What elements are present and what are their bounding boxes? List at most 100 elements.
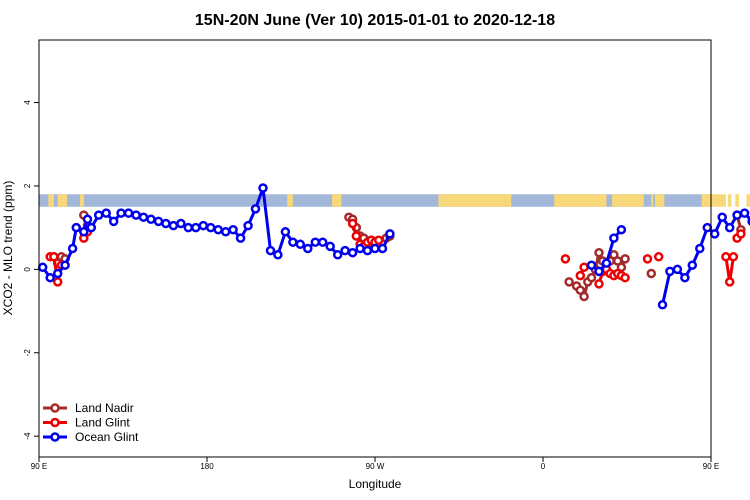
data-point — [609, 233, 619, 243]
data-point — [728, 252, 739, 262]
land-patch — [612, 194, 644, 207]
data-point — [86, 222, 97, 233]
y-axis: -4 -2 0 2 4 — [23, 100, 39, 440]
y-tick-label: 2 — [23, 183, 32, 188]
data-point — [347, 247, 358, 258]
data-point — [687, 260, 698, 270]
data-point — [45, 272, 55, 283]
data-point — [258, 183, 268, 193]
data-point — [317, 237, 328, 247]
data-point — [347, 218, 358, 229]
data-point — [620, 254, 630, 264]
data-point — [183, 222, 194, 233]
data-point — [579, 291, 589, 302]
data-point — [161, 218, 171, 229]
data-point — [146, 214, 156, 225]
data-point — [235, 233, 246, 243]
data-point — [273, 250, 283, 260]
land-patch — [505, 194, 512, 207]
y-tick-label: 0 — [23, 267, 32, 272]
x-axis-label: Longitude — [349, 477, 402, 491]
data-point — [198, 220, 209, 231]
data-point — [594, 279, 604, 289]
data-point — [653, 252, 664, 262]
data-point — [721, 252, 731, 262]
data-point — [60, 260, 70, 270]
data-point — [49, 252, 59, 262]
data-point — [724, 277, 735, 287]
data-point — [594, 247, 604, 258]
data-point — [620, 272, 630, 283]
land-patch — [554, 194, 607, 207]
data-point — [616, 224, 627, 235]
data-point — [351, 231, 362, 241]
data-point — [702, 222, 713, 233]
data-point — [594, 266, 604, 277]
data-point — [82, 214, 93, 225]
land-patch — [727, 194, 732, 207]
land-patch — [442, 194, 506, 207]
data-point — [93, 210, 104, 220]
data-point — [191, 222, 201, 233]
data-point — [213, 224, 223, 235]
legend-label: Land Nadir — [75, 401, 134, 415]
data-point — [373, 235, 384, 245]
data-point — [52, 268, 63, 279]
x-tick-label: 180 — [200, 462, 214, 471]
data-point — [355, 243, 365, 254]
data-point — [220, 227, 231, 237]
data-point — [138, 212, 149, 222]
data-point — [377, 243, 388, 254]
data-point — [325, 241, 335, 252]
x-axis: 90 E 180 90 W 0 90 E — [31, 457, 719, 471]
data-point — [67, 243, 78, 254]
land-patch — [746, 194, 750, 207]
x-tick-label: 90 E — [31, 462, 47, 471]
data-point — [586, 260, 597, 270]
data-point — [695, 243, 705, 254]
y-tick-label: -2 — [23, 349, 32, 357]
data-point — [736, 229, 746, 239]
data-point — [288, 237, 298, 247]
data-point — [370, 243, 380, 254]
land-patch — [655, 194, 665, 207]
data-point — [717, 212, 727, 222]
y-tick-label: -4 — [23, 432, 32, 440]
land-patch — [651, 194, 654, 207]
data-point — [205, 222, 216, 233]
data-point — [303, 243, 313, 254]
data-point — [385, 229, 395, 239]
legend-swatch-marker — [50, 432, 60, 442]
y-axis-label: XCO2 - MLO trend (ppm) — [1, 181, 15, 316]
y-tick-label: 4 — [23, 100, 32, 105]
data-point — [123, 208, 134, 218]
legend-swatch-marker — [50, 403, 60, 413]
land-patch — [57, 194, 67, 207]
data-point — [680, 272, 690, 283]
data-point — [601, 258, 612, 268]
data-point — [265, 245, 276, 256]
data-point — [724, 222, 735, 233]
data-point — [362, 245, 373, 256]
data-point — [250, 204, 261, 214]
data-point — [168, 220, 179, 231]
data-point — [657, 300, 668, 310]
legend-label: Land Glint — [75, 416, 130, 430]
series-layer — [37, 183, 750, 310]
data-point — [665, 266, 675, 277]
land-patch — [287, 194, 293, 207]
x-tick-label: 90 W — [366, 462, 385, 471]
data-point — [79, 227, 89, 237]
data-point — [108, 216, 119, 227]
data-point — [709, 229, 720, 239]
legend-swatch-marker — [50, 417, 60, 428]
data-point — [116, 208, 126, 218]
land-patch — [48, 194, 54, 207]
data-point — [579, 262, 589, 273]
data-point — [37, 262, 48, 273]
land-mask-band — [39, 194, 750, 207]
legend-label: Ocean Glint — [75, 430, 139, 444]
data-point — [332, 250, 343, 260]
land-patch — [438, 194, 443, 207]
